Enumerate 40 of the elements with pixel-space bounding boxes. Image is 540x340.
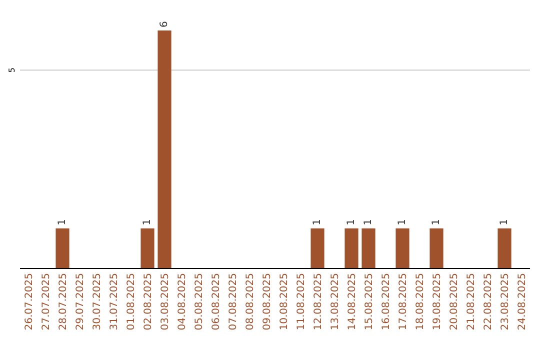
data-label: 1 [397,219,408,226]
x-tick-label: 09.08.2025 [262,273,273,330]
x-tick-label: 13.08.2025 [330,273,341,330]
x-tick-label: 06.08.2025 [210,273,222,330]
x-tick-label: 16.08.2025 [380,273,392,330]
x-tick-label: 17.08.2025 [398,273,409,330]
x-tick-label: 26.07.2025 [24,273,35,330]
x-tick-label: 15.08.2025 [364,273,375,330]
x-tick-label: 31.07.2025 [108,273,120,330]
data-label: 6 [159,21,170,28]
x-tick-label: 05.08.2025 [194,273,205,330]
x-tick-label: 01.08.2025 [126,273,137,330]
x-tick-label: 20.08.2025 [448,273,460,330]
x-tick-label: 02.08.2025 [142,273,154,330]
x-tick-label: 18.08.2025 [414,273,426,330]
x-tick-label: 10.08.2025 [278,273,290,330]
x-tick-label: 12.08.2025 [312,273,324,330]
x-tick-label: 23.08.2025 [500,273,511,330]
x-tick-label: 24.08.2025 [516,273,528,330]
x-tick-label: 29.07.2025 [74,273,86,330]
x-tick-label: 19.08.2025 [432,273,443,330]
ref-line-label: 5 [7,67,16,73]
x-tick-label: 22.08.2025 [482,273,494,330]
x-tick-label: 07.08.2025 [228,273,239,330]
x-tick-label: 04.08.2025 [176,273,188,330]
data-label: 1 [346,219,357,226]
data-label: 1 [499,219,510,226]
x-tick-label: 21.08.2025 [466,273,477,330]
x-tick-label: 27.07.2025 [40,273,52,330]
data-label: 1 [312,219,323,226]
x-tick-label: 30.07.2025 [92,273,103,330]
x-tick-label: 28.07.2025 [58,273,69,330]
x-tick-label: 14.08.2025 [346,273,358,330]
data-label: 1 [363,219,374,226]
x-tick-label: 11.08.2025 [296,273,307,330]
x-tick-label: 03.08.2025 [160,273,171,330]
data-label: 1 [142,219,153,226]
data-label: 1 [431,219,442,226]
x-tick-label: 08.08.2025 [244,273,256,330]
data-label: 1 [57,219,68,226]
